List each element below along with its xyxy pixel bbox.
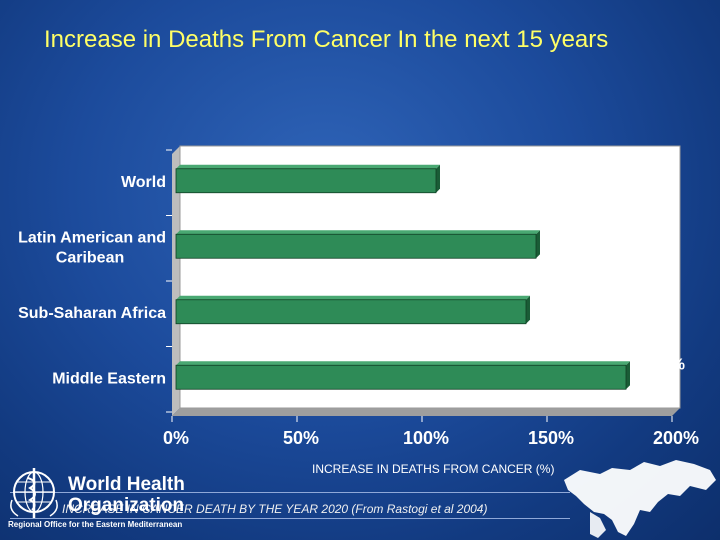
plot-floor [172,408,680,416]
category-label-line: Caribean [56,249,124,266]
bar [175,233,537,259]
x-axis-label: INCREASE IN DEATHS FROM CANCER (%) [312,462,555,476]
bar [175,168,437,194]
x-tick-label: 0% [163,428,189,448]
category-label: Sub-Saharan Africa [18,305,166,322]
data-label: 140% [544,291,585,308]
who-logo: World Health Organization Regional Offic… [4,466,204,536]
x-tick-label: 150% [528,428,574,448]
who-name-line1: World Health [68,474,185,495]
category-label: Latin American and Caribean [18,229,166,266]
who-emblem-icon [10,468,58,518]
bar-side [526,295,530,324]
data-label: 180% [644,356,685,373]
category-label-line: Latin American and [18,229,166,246]
divider [10,492,570,493]
source-footnote: INCREASE IN CANCER DEATH BY THE YEAR 202… [62,502,488,516]
data-label: 144% [554,225,595,242]
x-tick-label: 50% [283,428,319,448]
category-label-line: Sub-Saharan Africa [18,305,166,322]
category-label: World [121,174,166,191]
plot-side-wall [172,146,180,416]
category-label-line: World [121,174,166,191]
bar-top [176,230,540,235]
bar-side [436,164,440,193]
bar-top [176,295,530,300]
category-label-line: Middle Eastern [52,370,166,387]
data-label: 104% [454,160,495,177]
category-label: Middle Eastern [52,370,166,387]
x-tick-label: 200% [653,428,699,448]
bar-top [176,164,440,169]
bar-side [536,230,540,259]
bar [175,364,627,390]
region-map-icon [564,460,716,538]
bar-side [626,361,630,390]
who-name-line2: Organization [68,495,185,516]
divider [10,518,570,519]
who-name: World Health Organization [68,474,185,516]
bar [175,299,527,325]
x-tick-label: 100% [403,428,449,448]
bar-top [176,361,630,366]
page-title: Increase in Deaths From Cancer In the ne… [44,26,609,53]
who-region: Regional Office for the Eastern Mediterr… [8,520,183,529]
